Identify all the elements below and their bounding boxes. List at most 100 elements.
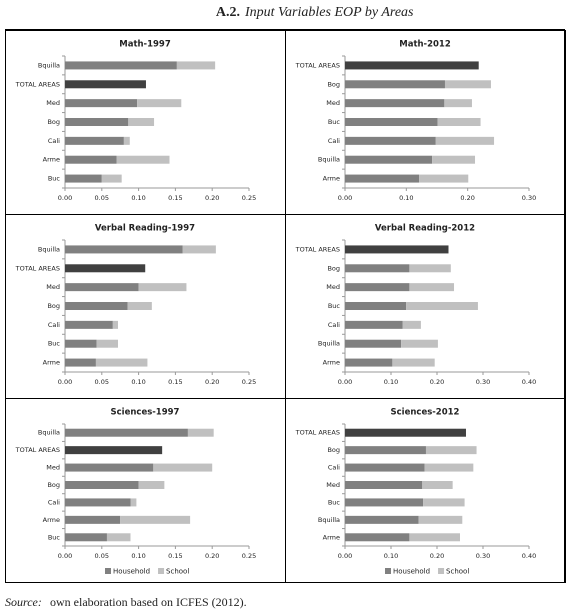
category-label: Arme [43,359,60,367]
x-tick-label: 0.30 [522,194,536,202]
x-tick-label: 0.15 [168,552,182,560]
category-label: Buc [48,533,61,541]
panel-title: Sciences-2012 [391,408,460,418]
bar-segment [423,498,465,507]
x-tick-label: 0.05 [95,552,109,560]
category-label: Bog [327,446,340,454]
bar-segment [65,515,121,524]
category-label: Med [46,99,60,107]
x-tick-label: 0.05 [95,194,109,202]
panel-title: Verbal Reading-1997 [95,224,195,234]
category-label: Arme [323,359,340,367]
x-tick-label: 0.00 [338,552,352,560]
bar-segment [65,533,107,542]
x-tick-label: 0.15 [168,194,182,202]
bar-segment [345,264,410,273]
panel-title: Verbal Reading-2012 [375,224,475,234]
x-tick-label: 0.10 [384,378,398,386]
source-label: Source: [5,595,42,609]
x-tick-label: 0.40 [522,378,536,386]
bar-segment [65,339,97,348]
category-label: TOTAL AREAS [15,264,60,272]
bar-segment [345,136,436,145]
category-label: TOTAL AREAS [295,429,340,437]
category-label: Arme [43,516,60,524]
panel-title: Math-2012 [399,40,451,50]
bar-segment [65,320,113,329]
x-tick-label: 0.30 [476,552,490,560]
category-label: Bquilla [38,61,60,69]
bar-segment [419,174,469,183]
x-tick-label: 0.20 [430,552,444,560]
x-tick-label: 0.00 [338,378,352,386]
bar-segment [392,358,435,367]
bar-segment [345,245,449,254]
category-label: Med [326,481,340,489]
category-label: Bog [327,264,340,272]
bar-segment [444,80,491,89]
category-label: Bquilla [318,516,340,524]
bar-segment [65,245,183,254]
bar-segment [409,533,460,542]
bar-segment [444,99,472,108]
bar-segment [345,446,426,455]
bar-segment [138,283,187,292]
bar-segment [345,302,407,310]
x-tick-label: 0.25 [242,378,256,386]
bar-segment [127,302,152,310]
bar-segment [424,463,474,472]
bar-segment [422,481,453,489]
bar-segment [437,118,481,126]
category-label: Cali [328,464,340,472]
bar-segment [128,118,155,126]
legend-label: Household [393,568,430,576]
category-label: Cali [328,137,340,145]
legend-swatch [385,568,391,574]
bar-segment [345,339,402,348]
bar-segment [345,533,410,542]
bar-segment [65,80,146,89]
category-label: Buc [48,175,61,183]
bar-segment [435,136,495,145]
category-label: Bog [327,80,340,88]
category-label: TOTAL AREAS [295,245,340,253]
x-tick-label: 0.30 [476,378,490,386]
bar-segment [65,155,117,164]
bar-segment [345,61,479,70]
figure-title: Input Variables EOP by Areas [244,5,414,20]
x-tick-label: 0.10 [131,552,145,560]
panel-title: Math-1997 [119,40,171,50]
bar-segment [65,283,139,292]
figure-label: A.2. [216,5,240,20]
bar-segment [418,515,463,524]
bar-segment [65,428,188,437]
x-tick-label: 0.40 [522,552,536,560]
bar-segment [345,174,420,183]
x-tick-label: 0.00 [338,194,352,202]
x-tick-label: 0.00 [58,378,72,386]
source-text: own elaboration based on ICFES (2012). [50,595,247,609]
category-label: Cali [48,498,60,506]
bar-segment [406,302,478,310]
bar-segment [101,174,122,183]
legend-label: School [166,568,189,576]
category-label: Bquilla [38,429,60,437]
category-label: Arme [43,156,60,164]
category-label: Bog [47,118,60,126]
bar-segment [112,320,118,329]
category-label: Buc [328,118,341,126]
x-tick-label: 0.10 [384,552,398,560]
x-tick-label: 0.10 [131,194,145,202]
category-label: Cali [48,321,60,329]
bar-segment [345,155,433,164]
category-label: Cali [328,321,340,329]
x-tick-label: 0.20 [205,194,219,202]
category-label: Cali [48,137,60,145]
category-label: Med [326,99,340,107]
category-label: Bquilla [318,156,340,164]
bar-segment [432,155,476,164]
x-tick-label: 0.00 [58,552,72,560]
bar-segment [345,358,393,367]
legend-label: Household [113,568,150,576]
